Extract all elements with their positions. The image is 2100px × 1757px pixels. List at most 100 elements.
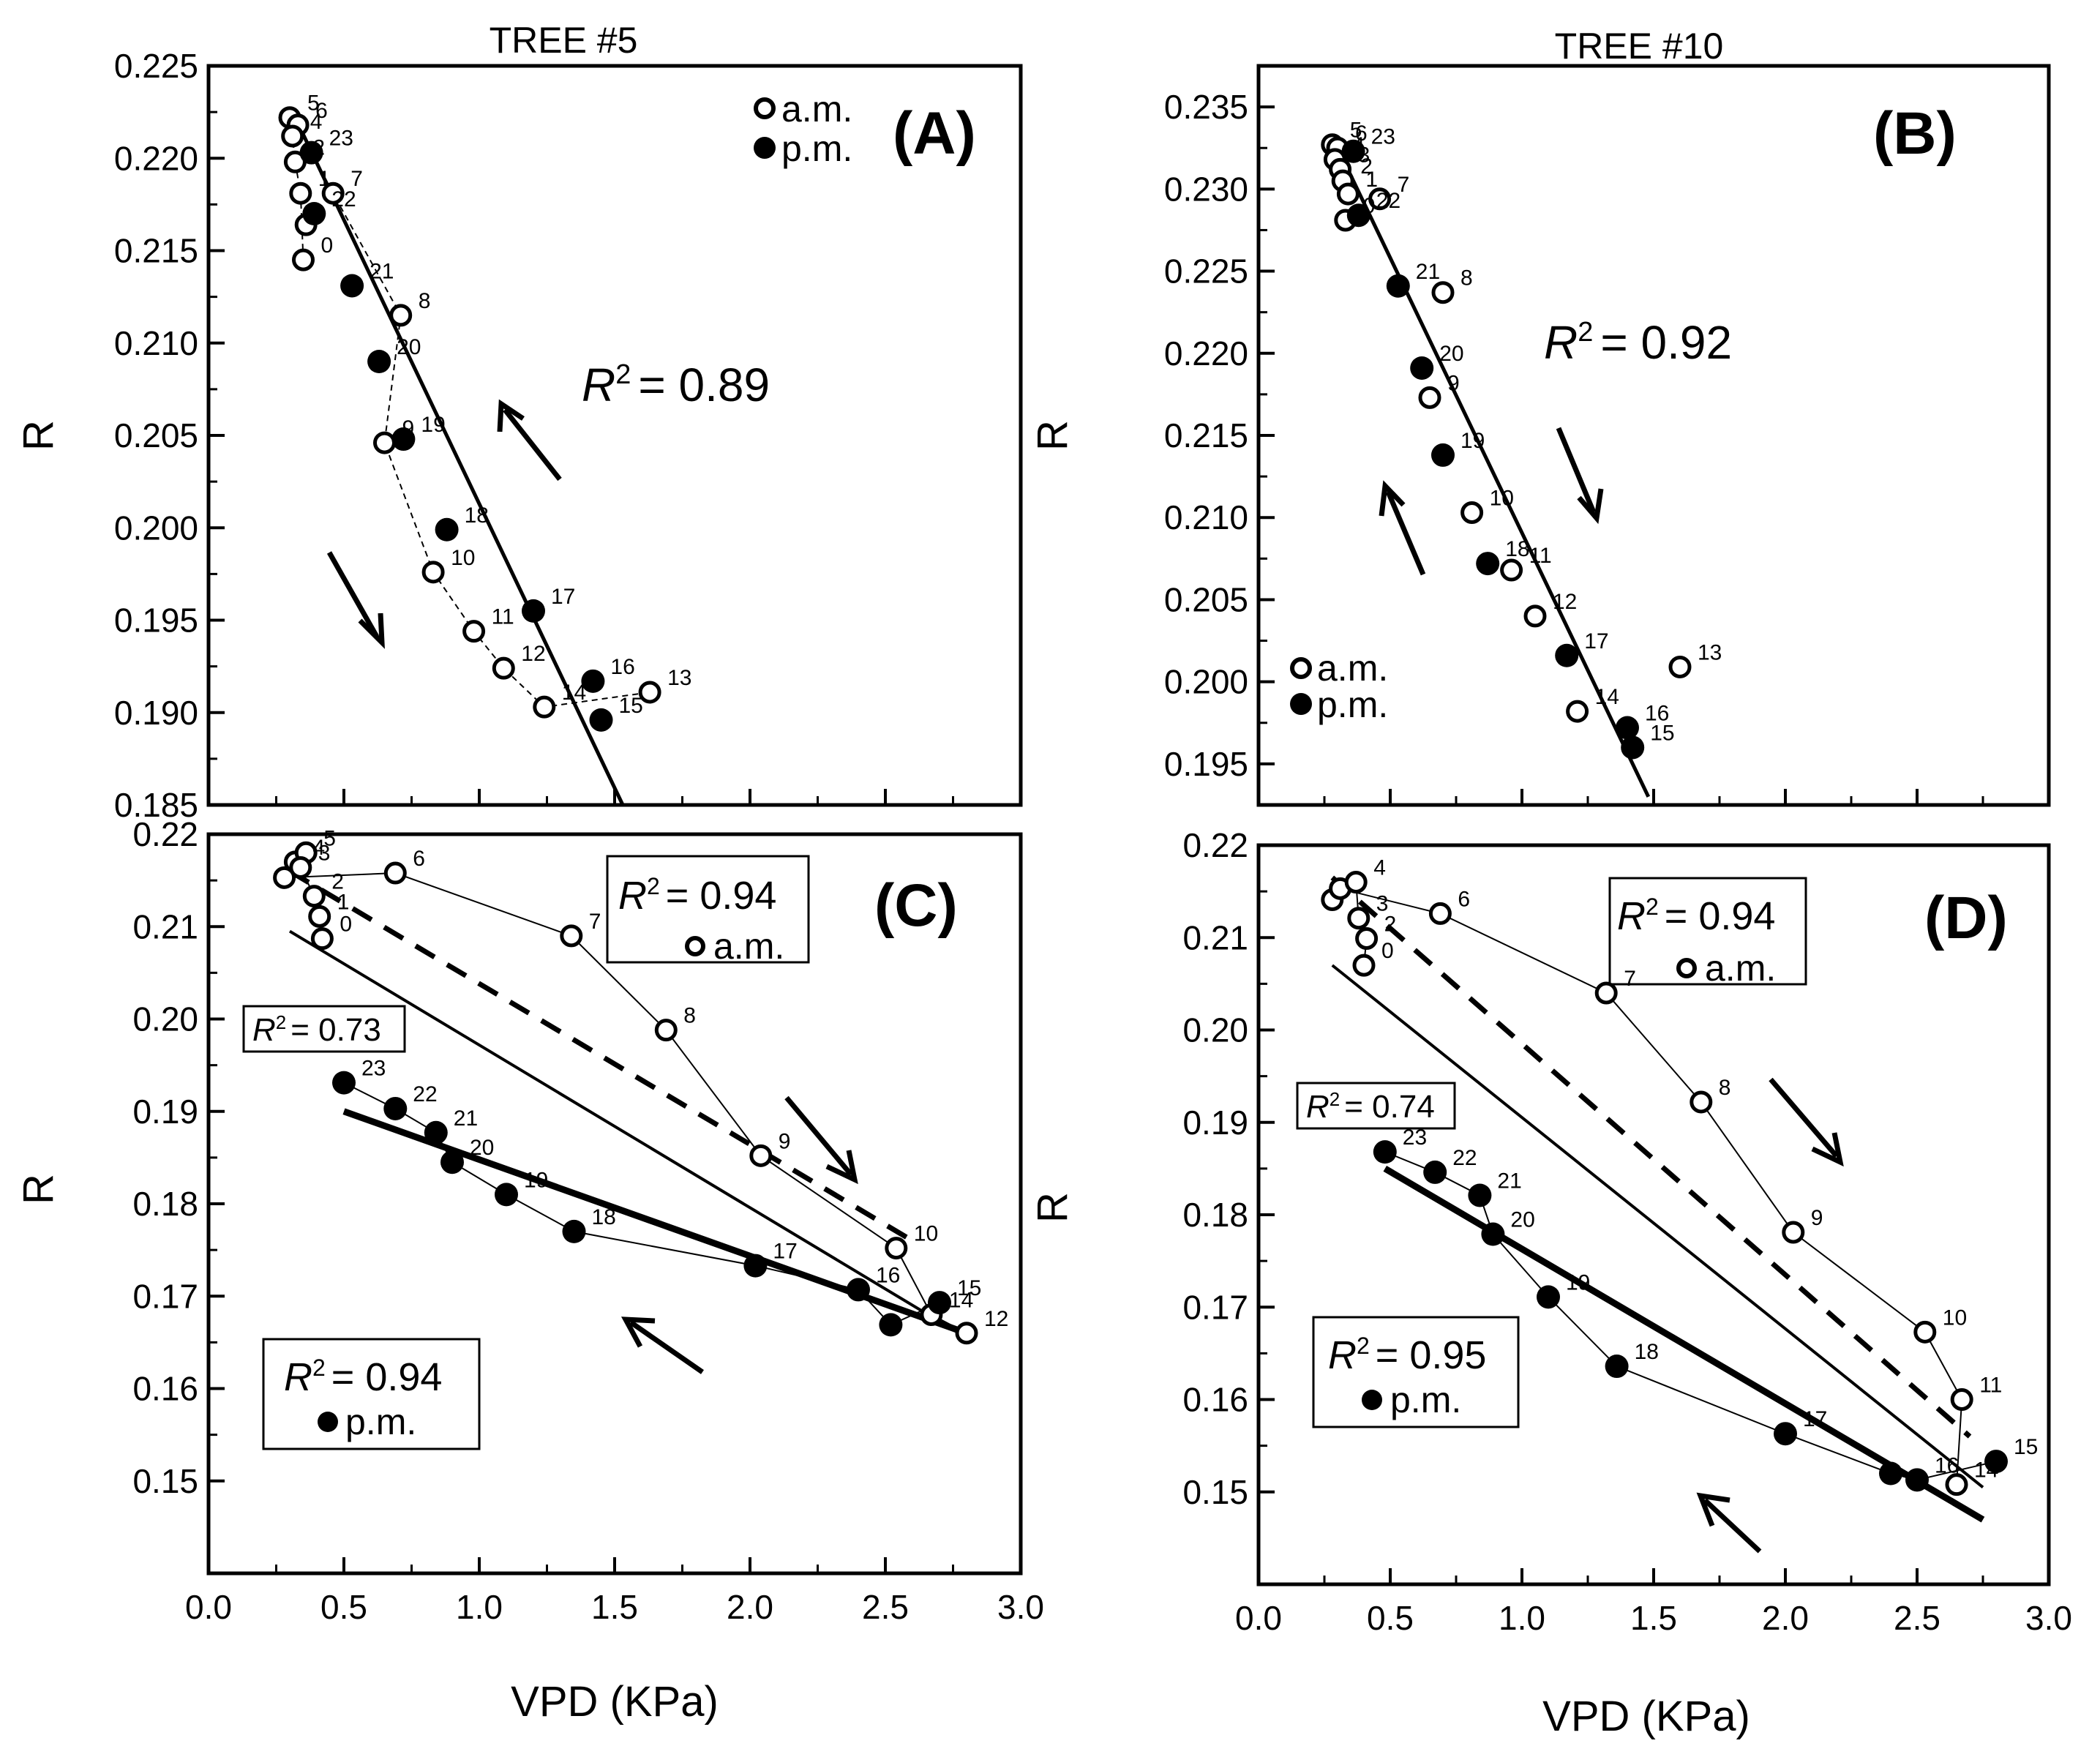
point-label: 2: [331, 870, 344, 894]
pm-point: [383, 1096, 408, 1120]
point-label: 20: [1510, 1208, 1534, 1232]
point-label: 4: [1373, 856, 1386, 880]
y-tick-label: 0.190: [114, 694, 198, 732]
pm-point: [1537, 1285, 1560, 1309]
point-label: 8: [419, 289, 431, 313]
point-label: 4: [312, 836, 325, 860]
am-point: [1460, 501, 1484, 524]
pm-point: [879, 1313, 903, 1337]
arrow-down: [1556, 427, 1597, 514]
svg-text:R2= 0.94: R2 = 0.94: [618, 873, 776, 918]
y-tick-label: 0.20: [132, 1000, 198, 1038]
point-label: 1: [337, 890, 350, 914]
panel-a-frame: [206, 64, 1023, 807]
pm-point: [1341, 139, 1365, 163]
panel-d-pm-box: R2 = 0.95 p.m.: [1312, 1316, 1520, 1428]
y-tick-label: 0.225: [1164, 252, 1248, 291]
y-tick-label: 0.15: [132, 1462, 198, 1500]
point-label: 7: [589, 910, 601, 934]
pm-point: [1468, 1183, 1492, 1207]
point-label: 13: [667, 666, 691, 690]
pm-point: [1373, 1140, 1397, 1164]
pm-point: [1774, 1422, 1797, 1446]
pm-point: [391, 427, 416, 452]
r2-superscript: 2: [1646, 894, 1659, 920]
x-tick-label: 2.0: [727, 1588, 773, 1626]
panel-a-r2: R2 = 0.89: [582, 359, 770, 411]
am-point: [749, 1144, 773, 1167]
pm-point: [743, 1254, 768, 1278]
r2-superscript: 2: [615, 359, 631, 390]
am-point: [273, 866, 296, 889]
r2-superscript: 2: [1330, 1088, 1340, 1110]
panel-c-ylabel: R: [15, 1174, 62, 1205]
am-point: [1913, 1320, 1937, 1344]
point-label: 9: [779, 1129, 791, 1153]
point-label: 2: [312, 135, 325, 160]
pm-point: [299, 141, 323, 165]
am-point: [1500, 558, 1523, 582]
x-tick-label: 2.5: [862, 1588, 909, 1626]
y-tick-label: 0.19: [1182, 1104, 1248, 1142]
point-label: 15: [619, 694, 643, 718]
pm-point: [1605, 1355, 1629, 1379]
am-point: [1347, 907, 1370, 930]
regression-line: [342, 1108, 968, 1336]
pm-point: [589, 708, 613, 732]
y-tick-label: 0.15: [1182, 1473, 1248, 1511]
am-point: [1355, 927, 1379, 951]
y-tick-label: 0.21: [1182, 918, 1248, 956]
panel-d-marks: 0.15 0.16 0.17 0.18 0.19 0.20 0.21 0.22 0.0 0.5 1.…: [1182, 826, 2072, 1637]
y-tick-label: 0.22: [1182, 826, 1248, 864]
legend-pm-label: p.m.: [1390, 1379, 1461, 1420]
pm-point: [495, 1183, 518, 1207]
pm-point: [1431, 443, 1455, 467]
y-tick-label: 0.215: [1164, 416, 1248, 454]
r2-value: = 0.89: [638, 359, 770, 411]
point-label: 21: [1497, 1169, 1521, 1193]
point-label: 0: [1381, 939, 1394, 963]
point-label: 21: [370, 259, 394, 283]
all-box-frame: [1296, 1082, 1456, 1130]
y-tick-label: 0.22: [132, 815, 198, 853]
point-label: 20: [470, 1136, 494, 1160]
pm-point: [1616, 716, 1639, 740]
arrow-down: [784, 1095, 853, 1177]
point-label: 0: [340, 913, 352, 937]
r2-symbol: R: [1544, 316, 1578, 369]
point-label: 19: [1460, 429, 1485, 453]
y-tick-label: 0.205: [114, 416, 198, 454]
point-label: 21: [454, 1106, 478, 1131]
point-label: 5: [307, 91, 320, 116]
panel-c-pm-box: R2 = 0.94 p.m.: [262, 1338, 481, 1450]
am-point: [1368, 187, 1392, 211]
am-point: [885, 1237, 908, 1260]
am-box-frame: [1608, 877, 1807, 986]
point-label: 6: [1458, 887, 1470, 911]
panel-c-arrows: [620, 1095, 858, 1374]
point-label: 16: [1935, 1453, 1959, 1477]
panel-b-title: TREE #10: [1555, 26, 1724, 67]
regression-line: [1331, 964, 1984, 1488]
point-label: 1: [1365, 168, 1378, 192]
panel-a-ylabel: R: [15, 420, 62, 451]
y-tick-label: 0.235: [1164, 88, 1248, 126]
am-point: [1352, 954, 1376, 977]
point-label: 10: [451, 546, 475, 570]
r2-symbol: R: [1328, 1333, 1357, 1377]
panel-d-am-box: R2 = 0.94 a.m.: [1608, 877, 1807, 989]
panel-d-arrows: [1696, 1077, 1844, 1554]
am-point: [654, 1019, 678, 1042]
point-label: 7: [1624, 967, 1636, 991]
r2-value: = 0.94: [666, 874, 777, 918]
am-point: [373, 431, 396, 454]
point-label: 3: [318, 841, 331, 865]
y-tick-label: 0.230: [1164, 170, 1248, 208]
point-label: 14: [1974, 1458, 1998, 1483]
point-label: 19: [524, 1168, 548, 1192]
r2-superscript: 2: [1578, 317, 1593, 348]
panel-c-xlabel: VPD (KPa): [511, 1678, 719, 1726]
y-tick-label: 0.20: [1182, 1011, 1248, 1049]
pm-point: [424, 1120, 448, 1145]
r2-symbol: R: [582, 359, 615, 411]
